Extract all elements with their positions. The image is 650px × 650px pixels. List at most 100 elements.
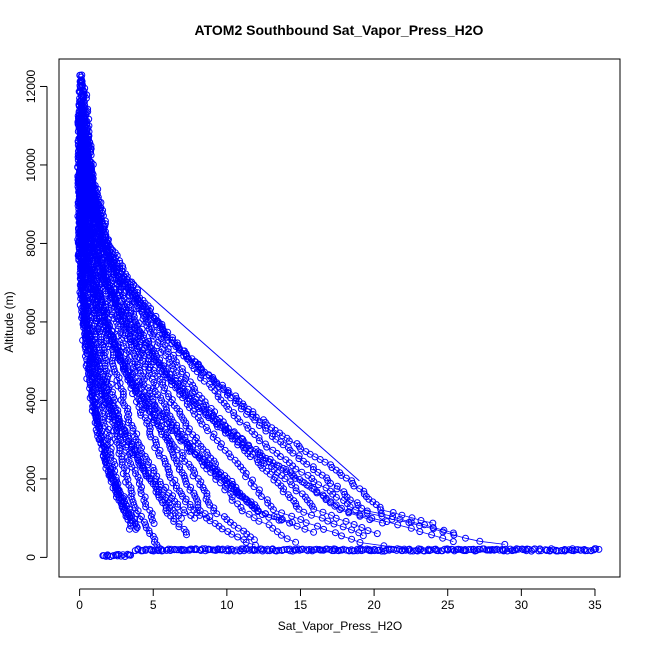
- data-point: [106, 282, 114, 290]
- data-point: [117, 552, 125, 560]
- data-point: [80, 172, 88, 179]
- data-point: [79, 176, 87, 184]
- data-point: [123, 273, 131, 281]
- data-point: [275, 546, 283, 554]
- data-point: [236, 418, 244, 426]
- data-point: [141, 493, 149, 501]
- data-point: [76, 78, 84, 85]
- data-point: [82, 182, 90, 190]
- data-point: [327, 498, 335, 506]
- data-point: [77, 100, 85, 108]
- data-point: [191, 514, 199, 522]
- x-tick-label: 35: [588, 598, 602, 612]
- y-tick-label: 6000: [24, 308, 38, 335]
- data-point: [476, 545, 484, 553]
- data-point: [177, 545, 185, 553]
- data-point: [126, 315, 134, 323]
- data-point: [213, 510, 221, 518]
- data-point: [90, 208, 98, 216]
- data-point: [429, 519, 437, 527]
- data-point: [174, 500, 182, 508]
- data-point: [150, 547, 158, 555]
- data-point: [233, 431, 241, 439]
- data-point: [371, 545, 378, 553]
- data-point: [350, 521, 358, 528]
- data-point: [103, 375, 111, 383]
- data-point: [283, 468, 290, 476]
- data-point: [262, 440, 269, 448]
- data-point: [175, 520, 183, 528]
- data-point: [141, 399, 149, 407]
- data-point: [79, 217, 87, 225]
- data-point: [156, 478, 164, 486]
- data-point: [356, 539, 364, 546]
- data-point: [218, 525, 226, 533]
- data-point: [183, 531, 190, 539]
- data-point: [252, 413, 260, 421]
- data-point: [297, 516, 305, 523]
- data-point: [196, 417, 204, 425]
- y-tick-label: 8000: [24, 230, 38, 257]
- data-point: [149, 335, 157, 343]
- data-point: [163, 371, 170, 379]
- data-point: [130, 313, 138, 321]
- y-tick-label: 0: [24, 554, 38, 561]
- data-point: [206, 517, 214, 525]
- data-point: [250, 514, 258, 522]
- data-point: [531, 545, 539, 553]
- data-point: [201, 398, 209, 406]
- data-point: [359, 532, 367, 540]
- data-point: [79, 105, 87, 113]
- data-point: [213, 379, 221, 387]
- data-point: [181, 392, 189, 400]
- data-point: [120, 362, 128, 369]
- data-point: [295, 505, 303, 513]
- data-point: [153, 417, 161, 425]
- data-point: [145, 527, 153, 535]
- data-point: [105, 432, 113, 440]
- data-point: [338, 532, 345, 540]
- data-point: [398, 511, 406, 519]
- data-point: [449, 538, 457, 546]
- x-tick-label: 30: [515, 598, 529, 612]
- data-point: [228, 530, 236, 538]
- data-point: [407, 518, 415, 526]
- data-point: [107, 451, 115, 459]
- data-point: [246, 453, 254, 461]
- connecting-segment: [123, 272, 360, 482]
- data-point: [348, 535, 356, 543]
- data-point: [115, 412, 123, 420]
- data-point: [246, 444, 254, 452]
- data-point: [417, 517, 425, 524]
- data-point: [136, 476, 144, 484]
- data-point: [250, 536, 258, 544]
- data-point: [224, 425, 232, 432]
- plot-frame: [58, 58, 621, 578]
- data-point: [99, 373, 107, 381]
- data-point: [416, 522, 424, 530]
- data-point: [119, 496, 127, 504]
- data-point: [173, 421, 181, 429]
- data-point: [385, 545, 393, 553]
- data-point: [172, 369, 180, 376]
- data-point: [302, 519, 310, 527]
- data-point: [214, 390, 222, 398]
- data-point: [115, 486, 123, 494]
- data-point: [145, 399, 153, 406]
- data-point: [198, 420, 206, 428]
- data-point: [296, 476, 304, 483]
- data-point: [303, 481, 311, 489]
- data-point: [277, 531, 285, 539]
- data-point: [263, 443, 271, 451]
- data-point: [227, 453, 235, 461]
- data-point: [348, 526, 355, 534]
- data-point: [127, 551, 135, 559]
- data-point: [358, 524, 366, 531]
- data-point: [101, 217, 109, 225]
- data-point: [137, 490, 145, 498]
- data-point: [195, 453, 203, 461]
- data-point: [376, 503, 384, 511]
- data-point: [515, 545, 522, 553]
- data-point: [500, 547, 508, 555]
- axis-ticks: 0 5 10 15 20 25 30 35 0 2000 4000 6000 8000 10000 1200…: [24, 69, 602, 612]
